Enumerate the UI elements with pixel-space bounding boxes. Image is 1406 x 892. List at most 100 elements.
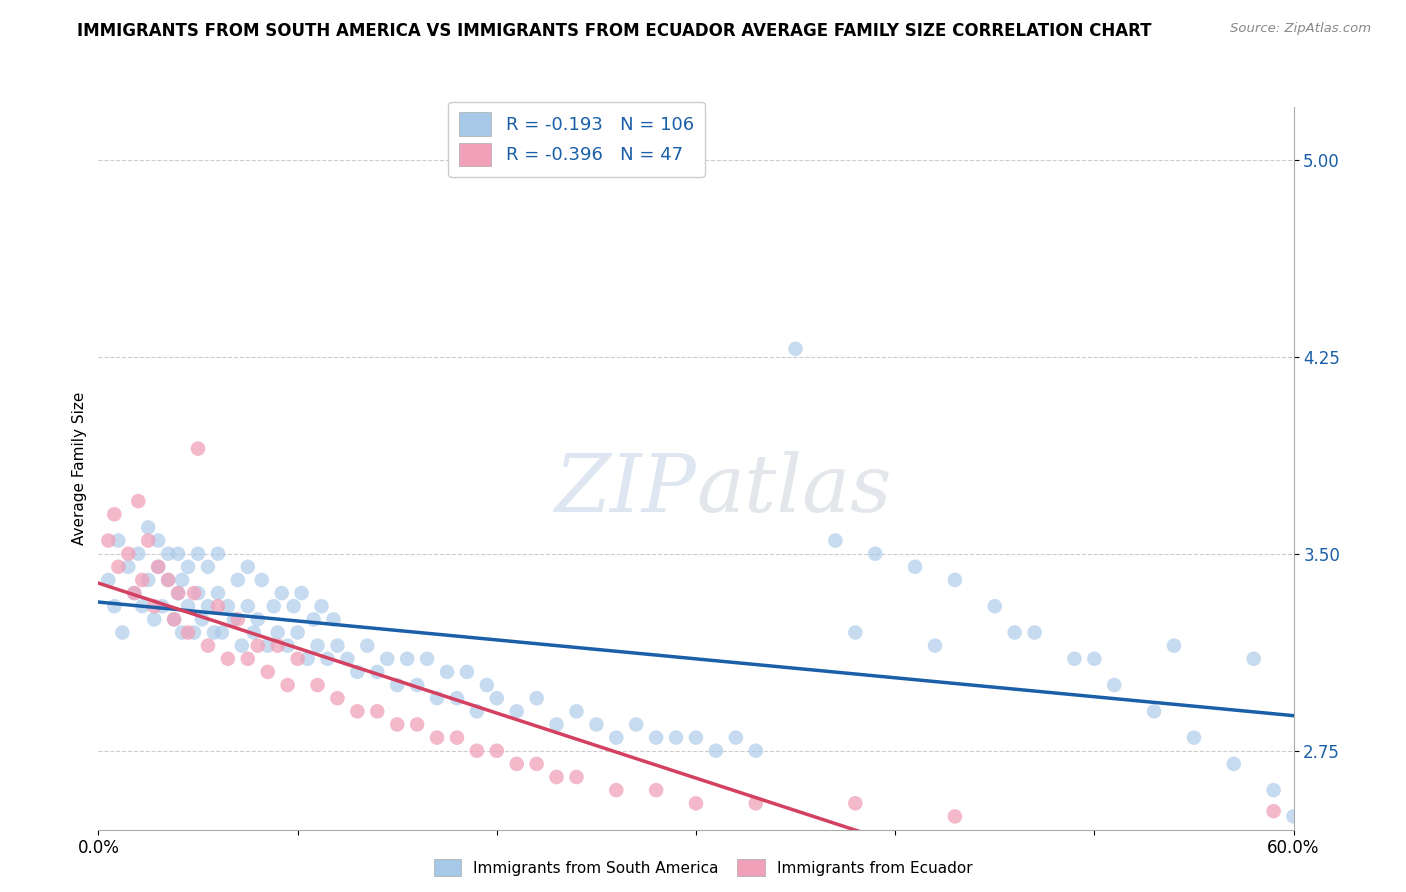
Point (111, 625, 134, 640)
Point (197, 599, 219, 614)
Point (226, 573, 249, 587)
Point (197, 559, 219, 574)
Point (1263, 783, 1285, 797)
Point (366, 704, 388, 718)
Point (157, 547, 180, 561)
Point (307, 678, 329, 692)
Point (131, 599, 153, 614)
Point (107, 559, 129, 574)
Point (217, 652, 239, 666)
Point (416, 652, 439, 666)
Point (267, 639, 290, 653)
Point (1243, 652, 1265, 666)
Point (103, 508, 125, 522)
Point (685, 731, 707, 745)
Point (456, 665, 478, 679)
Point (436, 665, 458, 679)
Point (167, 547, 190, 561)
Point (302, 612, 325, 626)
Text: Source: ZipAtlas.com: Source: ZipAtlas.com (1230, 22, 1371, 36)
Point (267, 625, 290, 640)
Point (1143, 704, 1166, 718)
Point (943, 573, 966, 587)
Point (148, 533, 170, 548)
Point (167, 586, 190, 600)
Point (177, 599, 200, 614)
Point (526, 691, 548, 706)
Point (326, 691, 349, 706)
Point (97, 533, 120, 548)
Point (626, 717, 648, 731)
Point (131, 573, 153, 587)
Point (844, 625, 866, 640)
Point (246, 639, 269, 653)
Legend: R = -0.193   N = 106, R = -0.396   N = 47: R = -0.193 N = 106, R = -0.396 N = 47 (449, 102, 704, 177)
Point (127, 494, 149, 508)
Point (124, 586, 146, 600)
Legend: Immigrants from South America, Immigrants from Ecuador: Immigrants from South America, Immigrant… (427, 853, 979, 882)
Text: atlas: atlas (696, 451, 891, 529)
Point (704, 744, 727, 758)
Point (191, 612, 214, 626)
Point (250, 573, 273, 587)
Point (984, 599, 1007, 614)
Point (406, 717, 429, 731)
Point (1083, 652, 1105, 666)
Point (222, 612, 245, 626)
Point (287, 652, 309, 666)
Point (143, 612, 166, 626)
Point (136, 533, 159, 548)
Point (485, 691, 508, 706)
Point (187, 586, 209, 600)
Point (202, 625, 225, 640)
Point (745, 797, 768, 811)
Point (1004, 625, 1026, 640)
Point (475, 678, 498, 692)
Point (605, 783, 627, 797)
Point (183, 625, 205, 640)
Text: ZIP: ZIP (554, 451, 696, 529)
Point (645, 783, 668, 797)
Point (1063, 652, 1085, 666)
Point (103, 599, 125, 614)
Point (163, 612, 186, 626)
Point (231, 639, 253, 653)
Point (465, 744, 488, 758)
Point (97, 573, 120, 587)
Point (1024, 625, 1046, 640)
Point (127, 547, 149, 561)
Point (665, 731, 688, 745)
Point (385, 678, 409, 692)
Point (785, 342, 807, 356)
Point (904, 559, 927, 574)
Point (506, 756, 529, 771)
Point (316, 652, 339, 666)
Point (211, 625, 233, 640)
Point (346, 665, 368, 679)
Point (924, 639, 946, 653)
Point (207, 586, 229, 600)
Point (236, 652, 259, 666)
Point (526, 756, 548, 771)
Point (406, 678, 429, 692)
Point (226, 612, 249, 626)
Point (745, 744, 768, 758)
Point (136, 520, 159, 534)
Point (287, 625, 309, 640)
Point (385, 717, 409, 731)
Point (107, 533, 129, 548)
Point (565, 704, 588, 718)
Point (117, 547, 139, 561)
Point (277, 678, 299, 692)
Point (824, 533, 846, 548)
Point (207, 599, 229, 614)
Point (124, 586, 146, 600)
Point (307, 639, 329, 653)
Point (865, 547, 887, 561)
Point (177, 559, 200, 574)
Point (150, 599, 173, 614)
Point (256, 665, 278, 679)
Point (446, 731, 468, 745)
Point (565, 770, 588, 784)
Point (585, 717, 607, 731)
